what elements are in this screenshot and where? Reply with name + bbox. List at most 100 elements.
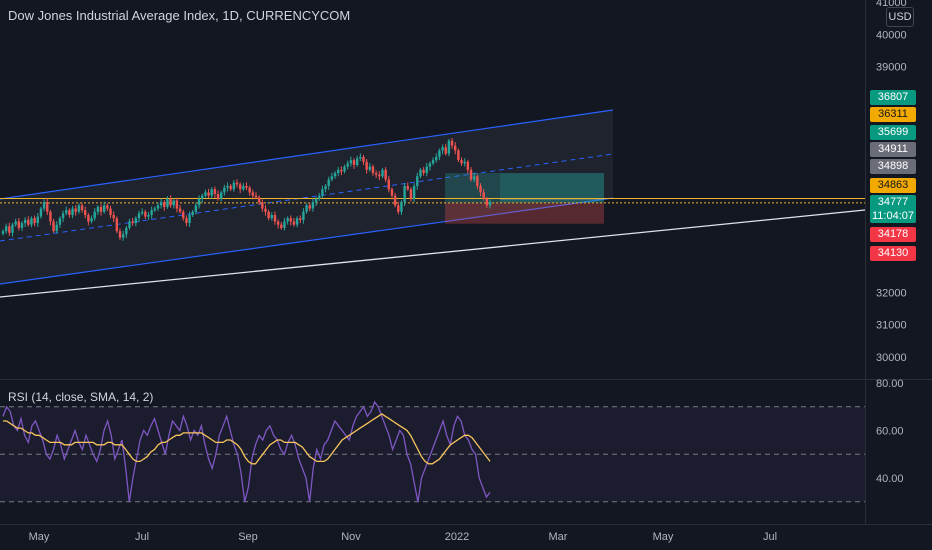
candle-body <box>220 192 223 199</box>
candle-body <box>68 210 71 215</box>
time-tick-label: Sep <box>238 531 258 543</box>
candle-body <box>447 140 451 154</box>
candle-body <box>46 202 49 212</box>
candle-body <box>472 176 476 180</box>
currency-selector[interactable]: USD <box>886 7 914 27</box>
candle-body <box>156 205 160 209</box>
candle-body <box>172 200 175 206</box>
candle-body <box>242 185 245 190</box>
candle-body <box>245 185 248 188</box>
candle-body <box>58 218 62 225</box>
candle-body <box>93 211 96 219</box>
bar-countdown: 11:04:07 <box>871 210 914 222</box>
time-tick-label: May <box>653 531 674 543</box>
price-badge-label: 35699 <box>877 126 909 138</box>
price-badge: 34911 <box>870 142 916 157</box>
price-badge-label: 34911 <box>878 143 908 155</box>
candle-body <box>292 221 296 225</box>
candle-body <box>4 226 8 232</box>
candle-body <box>311 202 315 209</box>
price-badge-label: 34863 <box>877 179 909 191</box>
candle-body <box>390 189 394 196</box>
price-badge: 34130 <box>870 246 916 261</box>
candle-body <box>289 218 292 222</box>
candle-body <box>159 202 163 206</box>
candle-body <box>438 150 441 157</box>
candle-body <box>185 218 188 224</box>
channel-lower-line <box>0 197 614 285</box>
price-tick-label: 32000 <box>876 287 907 299</box>
price-tick-label: 31000 <box>876 320 907 332</box>
candle-body <box>330 176 334 180</box>
candle-body <box>450 140 454 146</box>
candle-body <box>257 197 261 203</box>
price-badge-label: 34130 <box>877 247 909 259</box>
price-tick-label: 30000 <box>876 352 907 364</box>
candle-body <box>118 231 122 238</box>
candle-body <box>476 176 479 186</box>
candle-body <box>207 192 210 196</box>
candle-body <box>305 205 308 212</box>
candle-body <box>102 205 106 212</box>
candle-body <box>273 215 277 222</box>
candle-body <box>406 185 409 190</box>
candle-body <box>17 221 21 228</box>
candle-body <box>140 211 144 214</box>
candle-body <box>210 189 213 196</box>
candle-body <box>422 169 425 174</box>
candle-body <box>77 205 81 212</box>
candle-body <box>163 202 166 207</box>
candle-body <box>276 221 280 225</box>
candle-body <box>14 221 17 225</box>
price-badge: 34777 11:04:07 <box>870 195 916 223</box>
candle-body <box>153 208 156 211</box>
candle-body <box>488 202 492 206</box>
candle-body <box>469 169 473 180</box>
candle-body <box>419 169 422 177</box>
price-tick-label: 39000 <box>876 62 907 74</box>
channel-upper-line <box>0 109 614 200</box>
candle-body <box>378 174 381 177</box>
candle-body <box>362 156 365 162</box>
candle-body <box>485 198 489 206</box>
rsi-tick-label: 80.00 <box>876 378 904 390</box>
time-tick-label: May <box>29 531 50 543</box>
candle-body <box>65 210 68 214</box>
candle-body <box>400 202 403 212</box>
candle-body <box>182 211 185 219</box>
trend-line <box>0 209 866 298</box>
candle-body <box>337 169 340 174</box>
candle-body <box>23 219 27 224</box>
price-badge-label: 34777 <box>877 196 909 208</box>
time-tick-label: Jul <box>135 531 149 543</box>
rsi-tick-label: 60.00 <box>876 426 904 438</box>
candle-body <box>8 226 11 233</box>
candle-body <box>409 189 413 199</box>
candle-body <box>384 169 387 180</box>
candle-body <box>355 158 359 165</box>
candle-body <box>55 224 58 232</box>
candle-body <box>178 208 182 212</box>
candle-body <box>359 156 362 159</box>
candle-body <box>144 211 147 217</box>
candle-body <box>175 200 179 209</box>
time-tick-label: Mar <box>549 531 568 543</box>
candle-body <box>321 189 324 196</box>
candle-body <box>188 215 191 224</box>
price-badge: 36311 <box>870 107 916 122</box>
candle-body <box>96 206 100 212</box>
candle-body <box>137 213 141 219</box>
candle-body <box>11 224 14 233</box>
candle-body <box>87 215 90 222</box>
candle-body <box>381 169 384 177</box>
candle-body <box>374 173 378 175</box>
candle-body <box>387 179 391 190</box>
candle-body <box>27 219 30 225</box>
time-tick-label: Jul <box>763 531 777 543</box>
candle-body <box>412 185 416 199</box>
channel-mid-line <box>0 153 614 242</box>
candle-body <box>343 166 346 172</box>
rsi-indicator-label[interactable]: RSI (14, close, SMA, 14, 2) <box>8 390 154 404</box>
candle-body <box>84 210 87 215</box>
